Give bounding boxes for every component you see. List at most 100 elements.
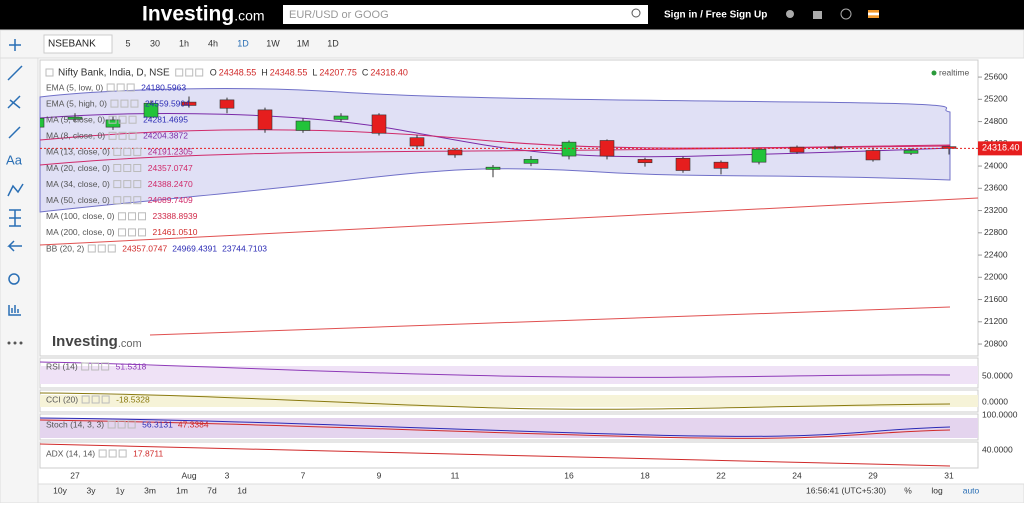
study-icon[interactable] (133, 147, 142, 156)
ruler-tool[interactable] (8, 305, 21, 316)
logo-suffix: .com (234, 8, 264, 24)
study-value: 24969.4391 (172, 243, 217, 253)
range-button[interactable]: 3y (87, 485, 97, 495)
text-tool[interactable]: Aa (6, 152, 23, 167)
measure-tool[interactable] (9, 209, 21, 227)
line-tool[interactable] (7, 65, 23, 81)
study-icon[interactable] (128, 212, 137, 221)
study-value: 24281.4695 (143, 114, 188, 124)
search-placeholder[interactable]: EUR/USD or GOOG (289, 9, 389, 21)
study-value: 24388.2470 (148, 179, 193, 189)
back-tool[interactable] (7, 240, 22, 252)
interval-button[interactable]: 1h (179, 38, 189, 48)
study-icon[interactable] (123, 196, 132, 205)
study-icon[interactable] (118, 449, 127, 458)
study-icon[interactable] (133, 164, 142, 172)
study-icon[interactable] (138, 228, 147, 237)
study-icon[interactable] (128, 228, 137, 237)
search-box[interactable] (283, 5, 648, 24)
interval-button[interactable]: 30 (150, 38, 160, 48)
study-icon[interactable] (113, 196, 122, 205)
study-icon[interactable] (123, 147, 132, 156)
study-icon[interactable] (110, 99, 119, 108)
zoom-tool[interactable] (8, 273, 20, 285)
bell-icon[interactable] (786, 10, 794, 18)
study-icon[interactable] (91, 395, 100, 404)
study-icon[interactable] (118, 131, 127, 140)
study-icon[interactable] (185, 68, 194, 77)
interval-button[interactable]: 4h (208, 38, 218, 48)
collapse-box[interactable] (45, 68, 54, 77)
study-name: BB (20, 2) (46, 243, 84, 253)
study-icon[interactable] (113, 180, 122, 189)
study-icon[interactable] (133, 196, 142, 205)
study-icon[interactable] (175, 68, 184, 77)
range-button[interactable]: 7d (207, 485, 217, 495)
search-icon[interactable] (631, 8, 641, 18)
study-icon[interactable] (87, 244, 96, 253)
study-icon[interactable] (113, 164, 122, 172)
candle-body (523, 159, 539, 164)
brush-tool[interactable] (8, 126, 21, 139)
study-icon[interactable] (108, 449, 117, 458)
study-icon[interactable] (116, 83, 125, 92)
portfolio-icon[interactable] (813, 11, 822, 19)
last-price-tag (978, 141, 1022, 156)
study-icon[interactable] (130, 99, 139, 108)
crosshair-tool[interactable] (9, 39, 21, 51)
study-icon[interactable] (113, 147, 122, 156)
candle-body (675, 157, 691, 171)
more-dots[interactable] (7, 341, 23, 345)
study-icon[interactable] (133, 180, 142, 189)
study-icon[interactable] (81, 395, 90, 404)
range-button[interactable]: 1d (237, 485, 247, 495)
study-icon[interactable] (81, 362, 90, 371)
pane-value: 51.5318 (116, 361, 147, 371)
study-icon[interactable] (108, 115, 117, 124)
study-icon[interactable] (123, 180, 132, 189)
study-icon[interactable] (101, 362, 110, 371)
study-icon[interactable] (123, 164, 132, 172)
symbol[interactable]: NSEBANK (48, 39, 96, 50)
fib-tool[interactable] (7, 95, 21, 109)
y-tick-label: 23600 (984, 183, 1008, 193)
study-icon[interactable] (126, 83, 135, 92)
study-icon[interactable] (98, 449, 107, 458)
study-icon[interactable] (118, 228, 127, 237)
interval-button[interactable]: 1W (266, 38, 280, 48)
interval-menu[interactable]: 1D (327, 38, 339, 48)
scale-option[interactable]: auto (963, 485, 980, 495)
range-button[interactable]: 1y (116, 485, 126, 495)
scale-option[interactable]: % (904, 485, 912, 495)
study-icon[interactable] (128, 131, 137, 140)
study-icon[interactable] (97, 244, 106, 253)
pattern-tool[interactable] (7, 183, 24, 197)
range-button[interactable]: 1m (176, 485, 188, 495)
candle-body (67, 116, 83, 120)
study-icon[interactable] (120, 99, 129, 108)
symbol-box[interactable] (43, 34, 113, 54)
study-icon[interactable] (138, 212, 147, 221)
scale-option[interactable]: log (931, 485, 943, 495)
study-icon[interactable] (91, 362, 100, 371)
study-icon[interactable] (106, 83, 115, 92)
interval-button[interactable]: 1M (297, 38, 310, 48)
study-icon[interactable] (118, 115, 127, 124)
study-icon[interactable] (107, 420, 116, 429)
study-icon[interactable] (127, 420, 136, 429)
study-icon[interactable] (101, 395, 110, 404)
range-button[interactable]: 3m (144, 485, 156, 495)
interval-button[interactable]: 5 (125, 38, 130, 48)
study-icon[interactable] (107, 244, 116, 253)
study-icon[interactable] (118, 212, 127, 221)
range-button[interactable]: 10y (53, 485, 67, 495)
study-icon[interactable] (117, 420, 126, 429)
study-icon[interactable] (108, 131, 117, 140)
interval-button[interactable]: 1D (237, 38, 249, 48)
sign-in[interactable]: Sign in / Free Sign Up (664, 10, 767, 21)
study-icon[interactable] (128, 115, 137, 124)
candle-body (789, 146, 805, 153)
study-icon[interactable] (195, 68, 204, 77)
y-tick-label: 24000 (984, 160, 1008, 170)
clock-icon[interactable] (840, 8, 852, 20)
